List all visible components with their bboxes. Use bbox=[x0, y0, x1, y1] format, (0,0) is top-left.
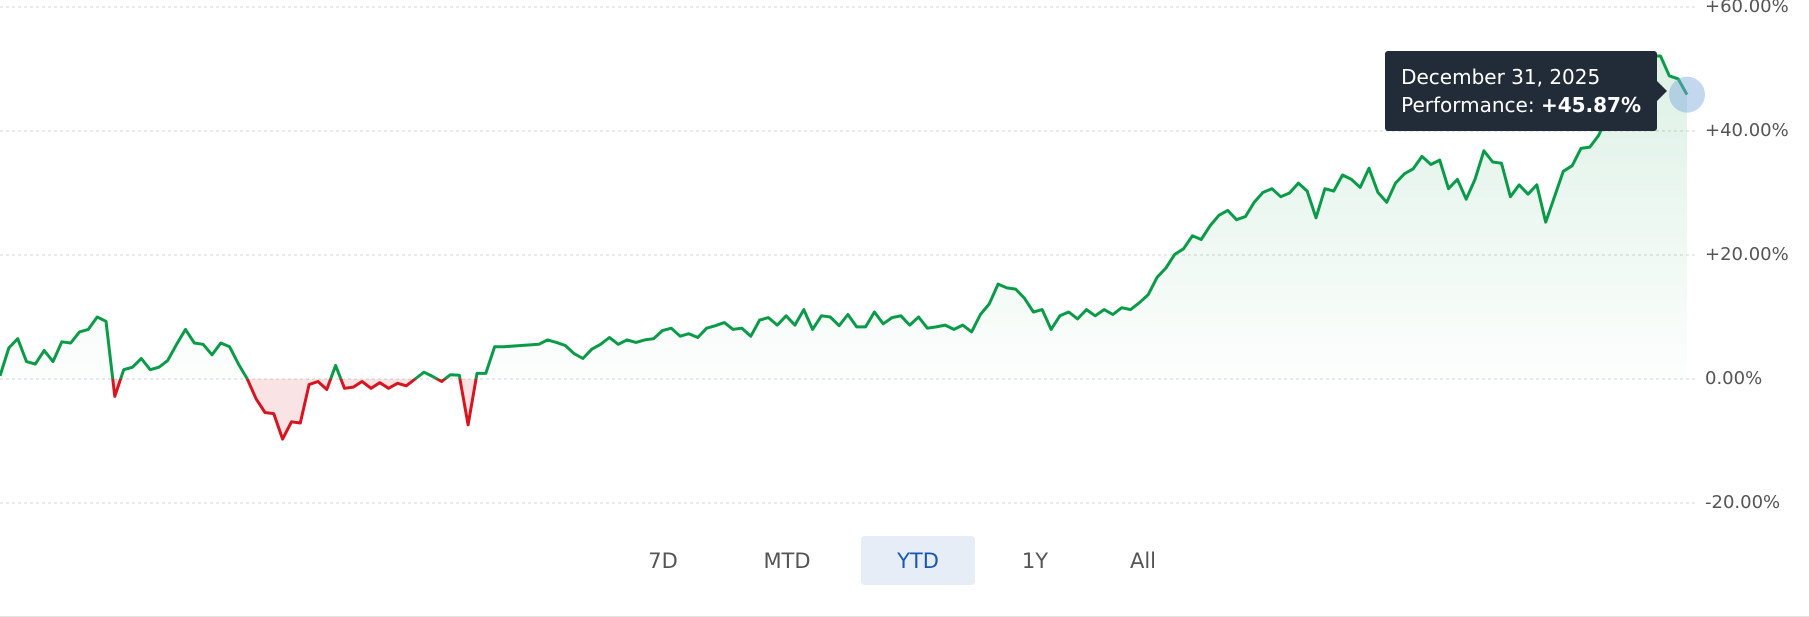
range-button[interactable]: MTD bbox=[763, 548, 811, 573]
area-fill bbox=[0, 56, 1687, 440]
tooltip-line: Performance: +45.87% bbox=[1401, 91, 1641, 119]
y-tick-label: +60.00% bbox=[1705, 0, 1789, 17]
range-button[interactable]: 7D bbox=[648, 548, 678, 573]
performance-line bbox=[0, 54, 1689, 441]
tooltip-dot bbox=[1669, 76, 1705, 113]
y-tick-label: -20.00% bbox=[1705, 492, 1780, 513]
tooltip-value: +45.87% bbox=[1540, 92, 1641, 117]
range-button[interactable]: 1Y bbox=[1021, 548, 1049, 573]
tooltip: December 31, 2025 Performance: +45.87% bbox=[1385, 50, 1667, 131]
tooltip-label: Performance: bbox=[1401, 92, 1535, 117]
y-tick-label: +40.00% bbox=[1705, 120, 1789, 141]
range-button[interactable]: All bbox=[1129, 548, 1157, 573]
y-tick-label: +20.00% bbox=[1705, 244, 1789, 265]
range-buttons: 7D MTD YTD 1Y All bbox=[0, 536, 1809, 586]
tooltip-date: December 31, 2025 bbox=[1401, 64, 1601, 89]
range-button[interactable]: YTD bbox=[861, 536, 975, 585]
y-tick-label: 0.00% bbox=[1705, 368, 1762, 389]
